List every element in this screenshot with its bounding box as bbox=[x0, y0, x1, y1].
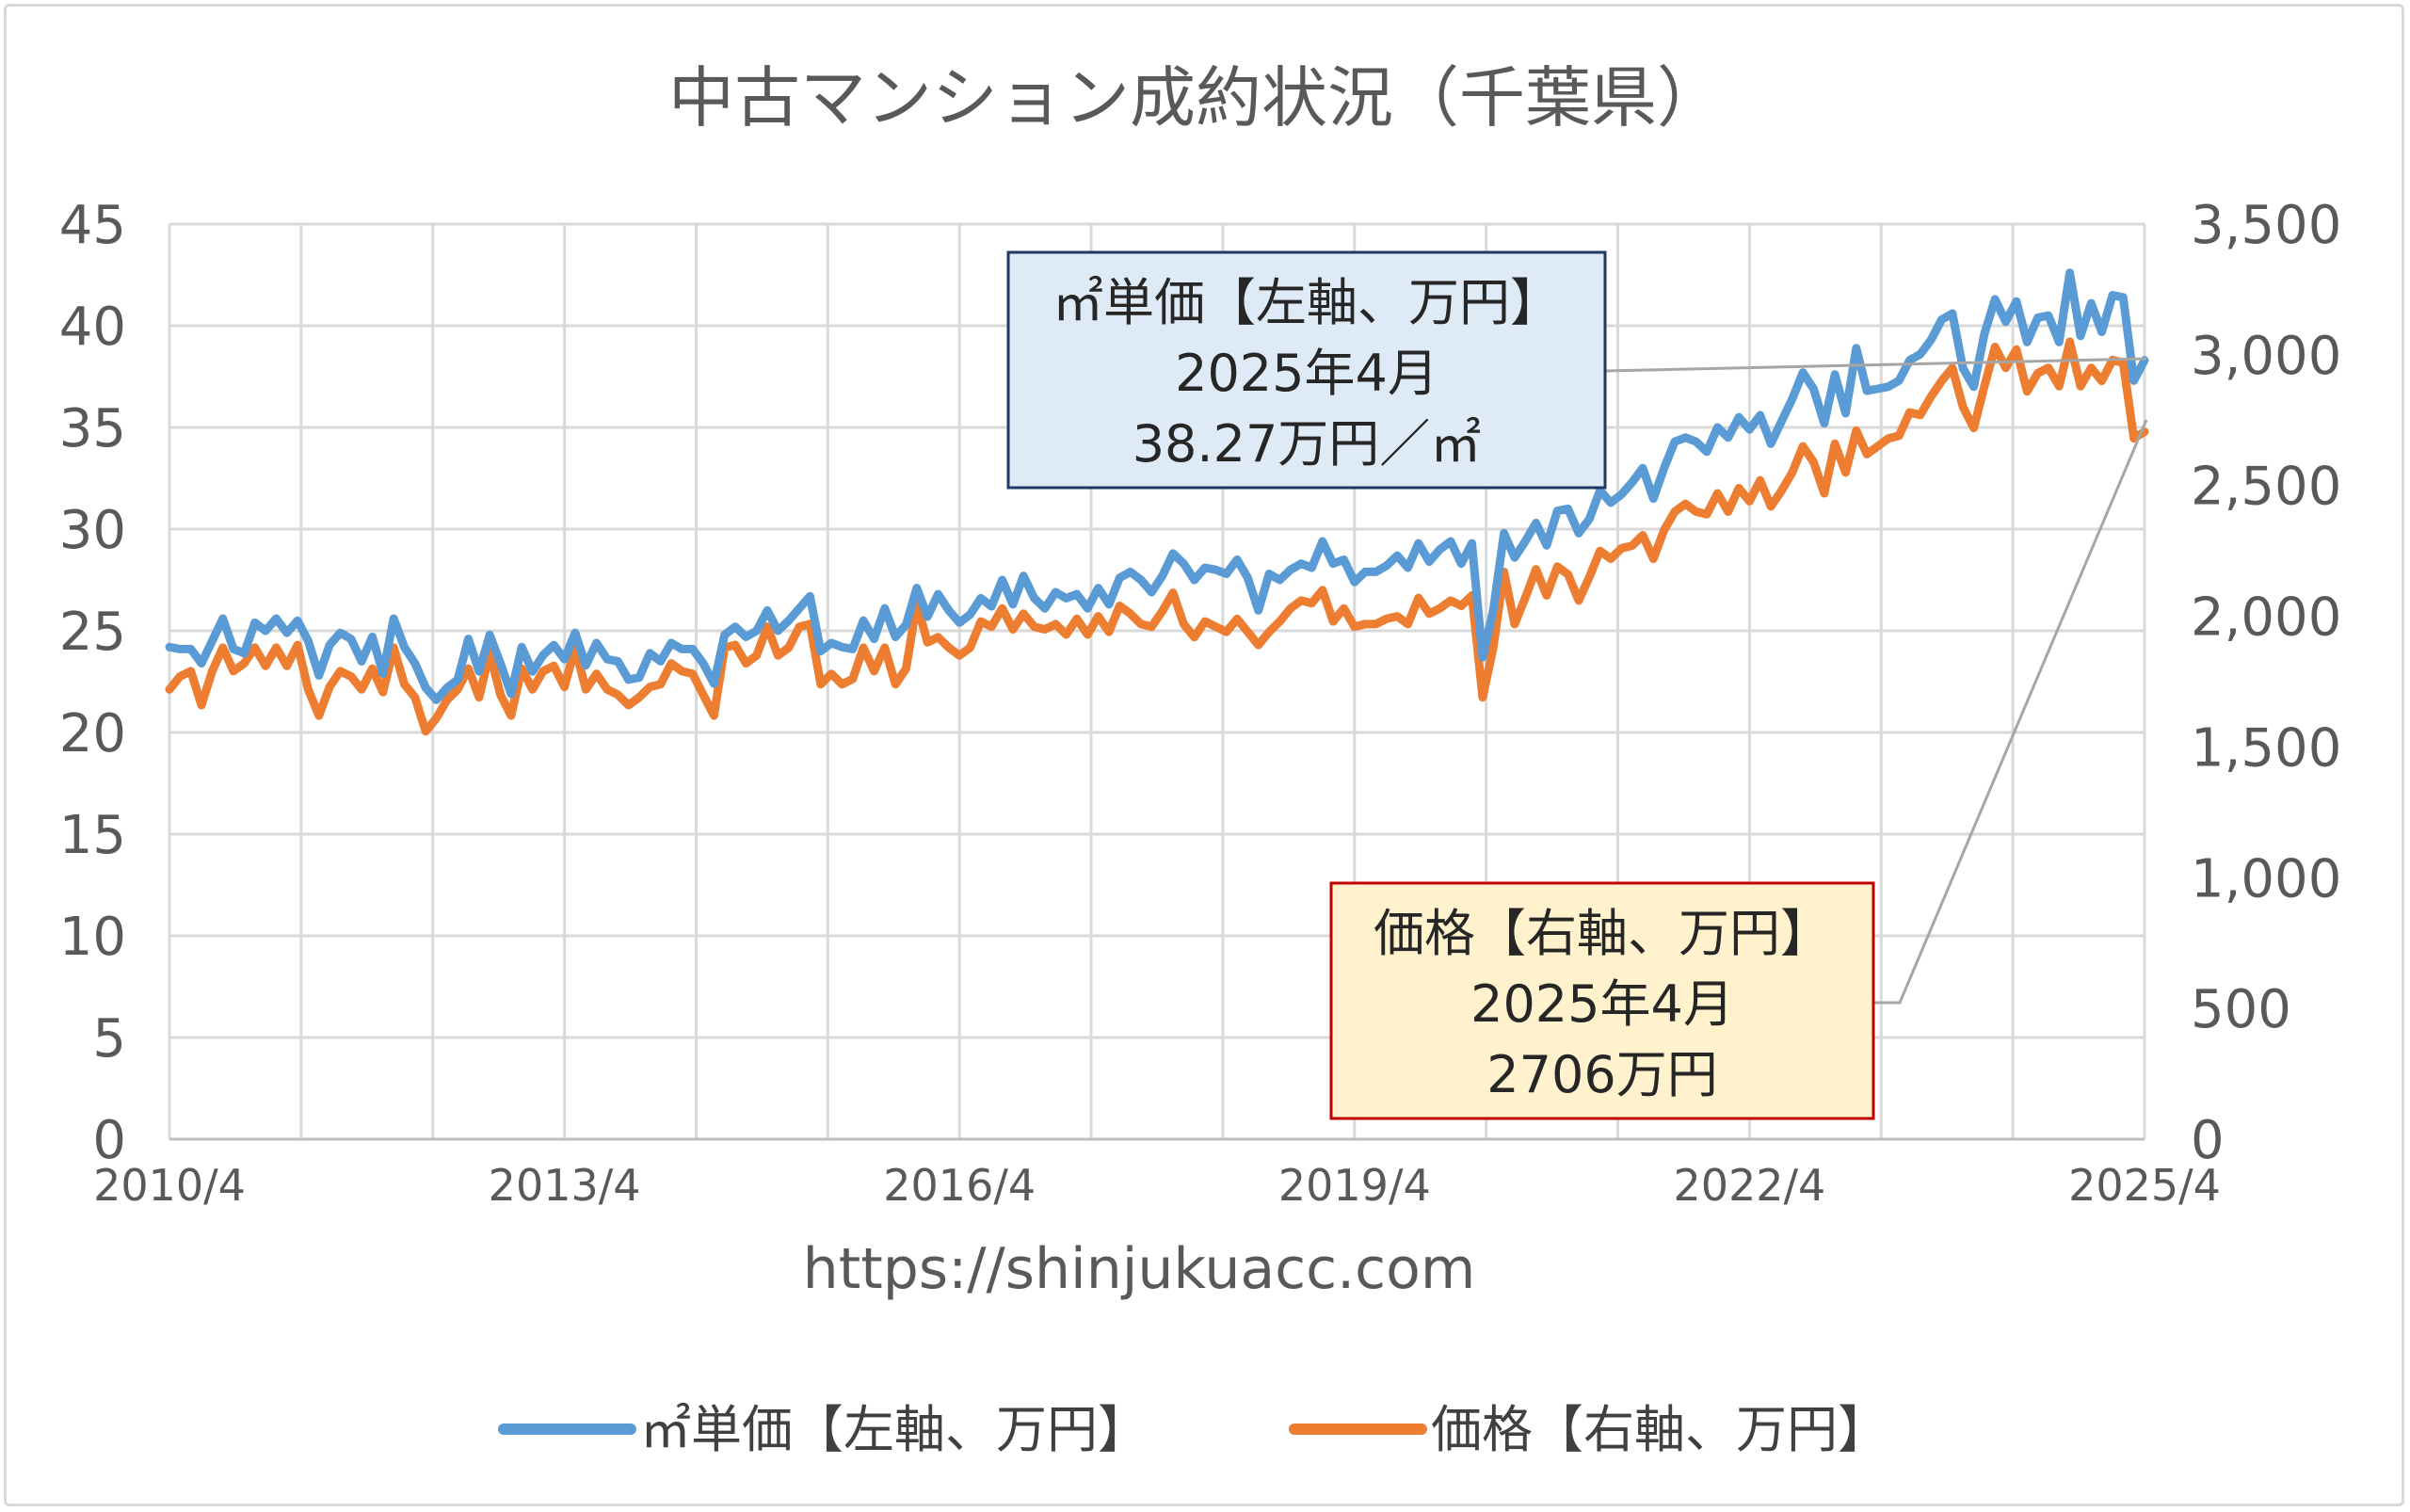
series-line-sqm bbox=[165, 268, 2149, 704]
series-lines bbox=[165, 268, 2149, 736]
price-callout-line1: 価格【右軸、万円】 bbox=[1374, 904, 1831, 963]
left-tick-label: 40 bbox=[59, 297, 126, 358]
sqm-callout-leader bbox=[1604, 357, 2147, 373]
right-tick-label: 500 bbox=[2191, 979, 2291, 1040]
left-tick-label: 15 bbox=[59, 805, 126, 866]
right-tick-label: 3,500 bbox=[2191, 195, 2341, 256]
right-tick-label: 1,500 bbox=[2191, 717, 2341, 779]
right-tick-label: 1,000 bbox=[2191, 848, 2341, 909]
left-tick-label: 5 bbox=[92, 1008, 126, 1070]
right-tick-label: 0 bbox=[2191, 1110, 2225, 1171]
x-tick-label: 2016/4 bbox=[883, 1160, 1036, 1211]
right-tick-label: 3,000 bbox=[2191, 326, 2341, 387]
x-tick-label: 2013/4 bbox=[489, 1160, 641, 1211]
left-axis-ticks: 0 5 10 15 20 25 30 35 40 45 bbox=[59, 195, 126, 1171]
sqm-callout-line3: 38.27万円／㎡ bbox=[1133, 414, 1482, 474]
sqm-callout: ㎡単価【左軸、万円】 2025年4月 38.27万円／㎡ bbox=[1006, 250, 1607, 490]
legend-label-price: 価格【右軸、万円】 bbox=[1431, 1400, 1888, 1459]
chart-title: 中古マンション成約状況（千葉県） bbox=[668, 59, 1723, 137]
price-callout-line2: 2025年4月 bbox=[1470, 974, 1734, 1034]
x-tick-label: 2019/4 bbox=[1278, 1160, 1431, 1211]
left-tick-label: 30 bbox=[59, 500, 126, 561]
price-callout-line3: 2706万円 bbox=[1486, 1045, 1717, 1104]
legend: ㎡単価【左軸、万円】 価格【右軸、万円】 bbox=[498, 1400, 1888, 1459]
x-tick-label: 2022/4 bbox=[1673, 1160, 1825, 1211]
left-tick-label: 0 bbox=[92, 1110, 126, 1171]
sqm-callout-box bbox=[1006, 250, 1607, 490]
x-tick-label: 2010/4 bbox=[93, 1160, 246, 1211]
price-callout-leader bbox=[1873, 419, 2148, 1005]
x-axis-ticks: 2010/4 2013/4 2016/4 2019/4 2022/4 2025/4 bbox=[93, 1160, 2221, 1211]
left-tick-label: 10 bbox=[59, 907, 126, 968]
right-tick-label: 2,500 bbox=[2191, 457, 2341, 518]
sqm-callout-line2: 2025年4月 bbox=[1175, 344, 1438, 403]
left-tick-label: 25 bbox=[59, 602, 126, 663]
right-tick-label: 2,000 bbox=[2191, 587, 2341, 649]
left-tick-label: 20 bbox=[59, 703, 126, 764]
legend-label-sqm: ㎡単価【左軸、万円】 bbox=[640, 1400, 1149, 1459]
sqm-callout-line1: ㎡単価【左軸、万円】 bbox=[1052, 273, 1561, 332]
price-callout: 価格【右軸、万円】 2025年4月 2706万円 bbox=[1329, 881, 1875, 1120]
series-line-price bbox=[165, 337, 2149, 736]
source-url: https://shinjukuacc.com bbox=[803, 1236, 1476, 1302]
left-tick-label: 35 bbox=[59, 398, 126, 459]
x-tick-label: 2025/4 bbox=[2068, 1160, 2221, 1211]
price-callout-box bbox=[1329, 881, 1875, 1120]
right-axis-ticks: 0 500 1,000 1,500 2,000 2,500 3,000 3,500 bbox=[2191, 195, 2341, 1171]
left-tick-label: 45 bbox=[59, 195, 126, 256]
